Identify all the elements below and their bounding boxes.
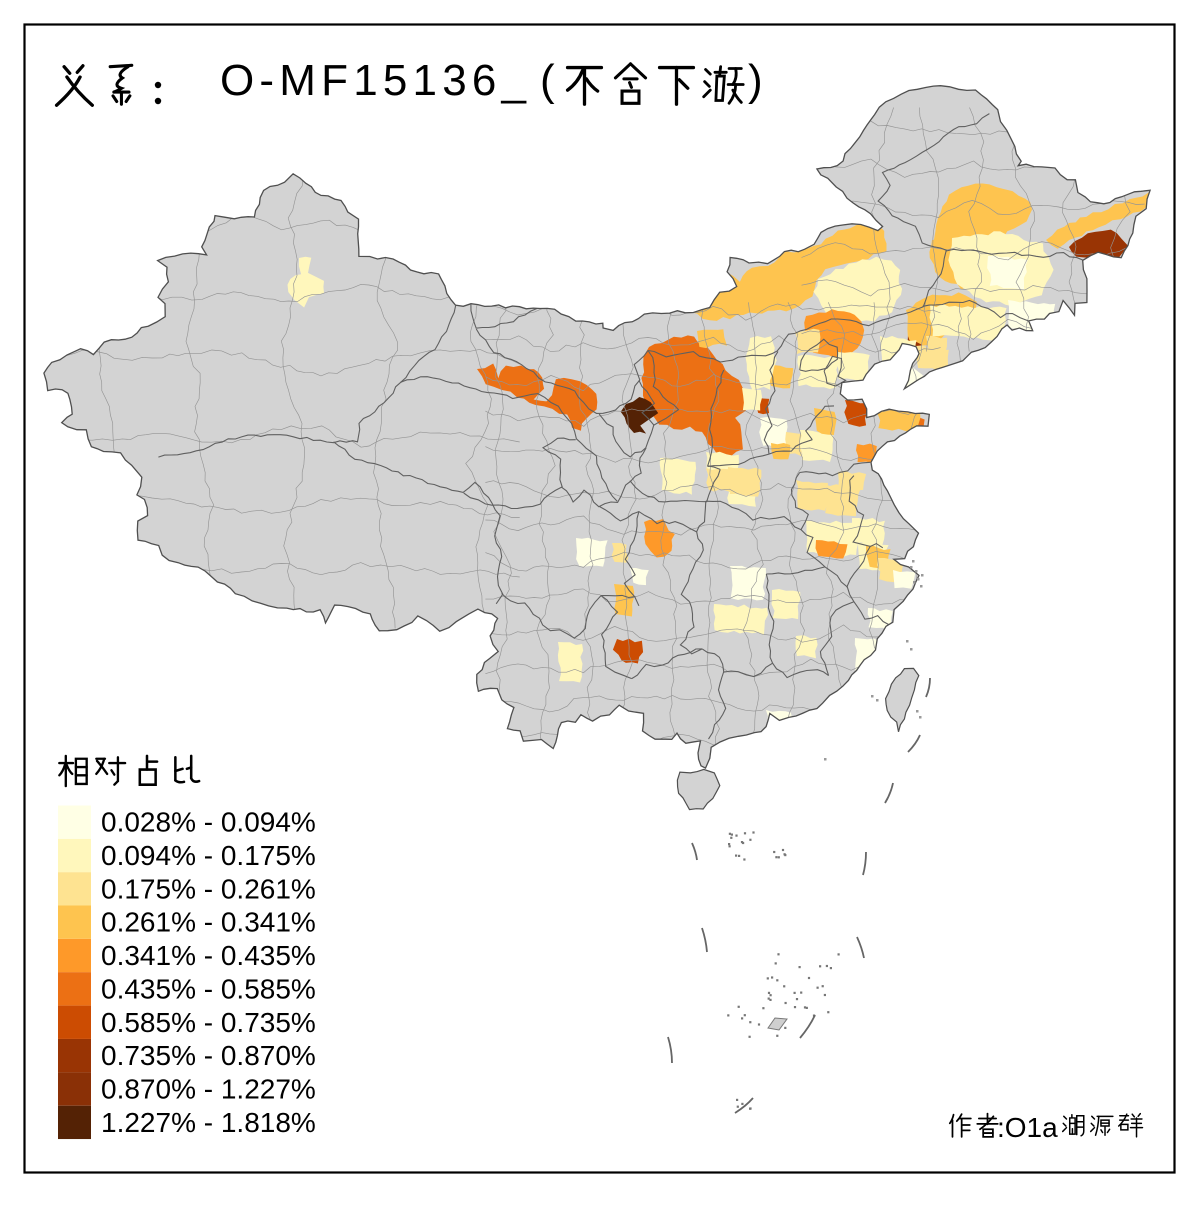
svg-text:0.435% - 0.585%: 0.435% - 0.585% [101, 973, 316, 1004]
svg-text:0.094% - 0.175%: 0.094% - 0.175% [101, 840, 316, 871]
svg-text:0.735% - 0.870%: 0.735% - 0.870% [101, 1040, 316, 1071]
svg-text:(: ( [540, 56, 555, 105]
svg-text:O-MF15136_: O-MF15136_ [220, 56, 531, 105]
svg-text:0.175% - 0.261%: 0.175% - 0.261% [101, 873, 316, 904]
svg-text:1.227% - 1.818%: 1.227% - 1.818% [101, 1107, 316, 1138]
svg-text:0.870% - 1.227%: 0.870% - 1.227% [101, 1074, 316, 1105]
svg-text::O1a: :O1a [997, 1112, 1058, 1143]
svg-text:0.341% - 0.435%: 0.341% - 0.435% [101, 940, 316, 971]
svg-text:0.585% - 0.735%: 0.585% - 0.735% [101, 1007, 316, 1038]
svg-text:): ) [748, 56, 763, 105]
svg-text:0.028% - 0.094%: 0.028% - 0.094% [101, 807, 316, 838]
svg-text:0.261% - 0.341%: 0.261% - 0.341% [101, 907, 316, 938]
